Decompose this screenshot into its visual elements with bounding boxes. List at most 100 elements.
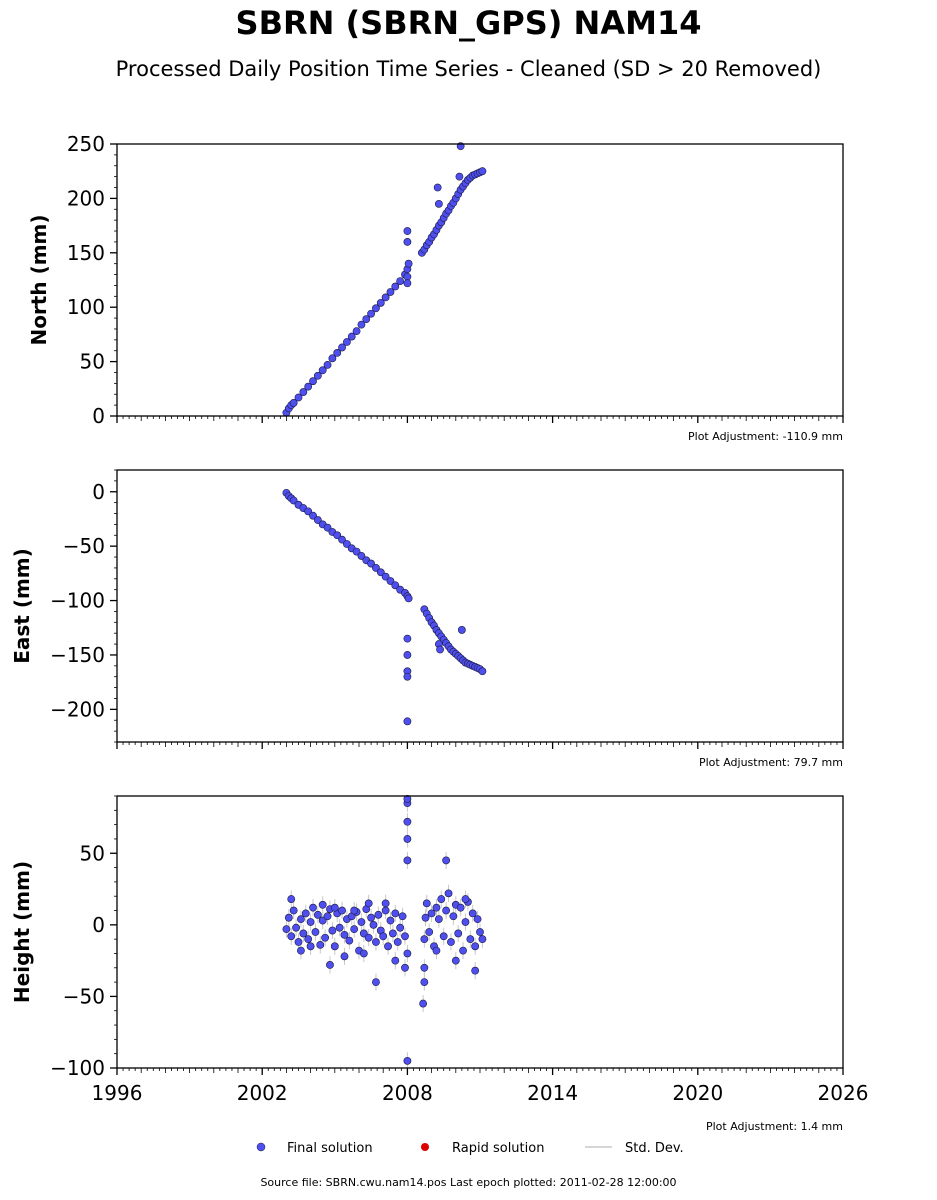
data-point — [404, 594, 413, 603]
x-tick-label: 1996 — [92, 1081, 143, 1105]
y-tick-label: 150 — [67, 241, 105, 265]
data-point — [362, 315, 371, 324]
data-point — [323, 912, 332, 921]
data-point — [391, 581, 400, 590]
data-point — [473, 915, 482, 924]
chart-title: SBRN (SBRN_GPS) NAM14 — [235, 4, 702, 42]
data-point — [326, 961, 334, 969]
east-stddev-bars — [285, 489, 483, 725]
data-point — [350, 906, 359, 915]
y-tick-label: −100 — [50, 589, 105, 613]
data-point — [282, 925, 291, 934]
data-point — [338, 906, 346, 915]
y-tick-label: −150 — [50, 643, 105, 667]
legend: Final solution Rapid solution Std. Dev. — [256, 1141, 684, 1156]
data-point — [367, 559, 375, 568]
data-point — [420, 978, 429, 987]
data-point — [284, 913, 293, 922]
data-point — [421, 913, 430, 922]
data-point — [313, 910, 322, 919]
data-point — [459, 946, 467, 955]
data-point — [451, 956, 460, 965]
data-point — [478, 167, 487, 176]
data-point — [403, 227, 412, 235]
data-point — [437, 895, 446, 903]
height-panel: 1996 2002 2008 2014 2020 2026 50 0 −50 −100 Heigh… — [10, 794, 869, 1133]
data-point — [311, 928, 320, 936]
data-point — [457, 626, 466, 634]
data-point — [433, 183, 442, 192]
data-point — [442, 906, 451, 915]
data-point — [359, 949, 368, 958]
data-point — [289, 399, 298, 407]
y-tick-label: 0 — [92, 913, 105, 937]
x-tick-label: 2020 — [672, 1081, 723, 1105]
height-ticks: 1996 2002 2008 2014 2020 2026 50 0 −50 −100 — [50, 795, 869, 1105]
data-point — [338, 535, 346, 544]
x-tick-label: 2014 — [527, 1081, 578, 1105]
data-point — [294, 938, 303, 946]
data-point — [352, 327, 361, 336]
data-point — [468, 909, 477, 918]
data-point — [379, 932, 388, 941]
y-tick-label: 0 — [92, 480, 105, 504]
data-point — [340, 952, 349, 961]
data-point — [386, 916, 395, 925]
data-point — [376, 298, 385, 307]
x-tick-label: 2002 — [237, 1081, 288, 1105]
data-point — [372, 564, 380, 572]
data-point — [323, 523, 332, 532]
data-point — [427, 909, 436, 918]
data-point — [304, 507, 313, 516]
data-point — [318, 366, 327, 375]
data-point — [403, 856, 412, 865]
data-point — [323, 360, 332, 369]
height-plot-frame — [116, 795, 844, 1069]
y-tick-label: 50 — [80, 841, 105, 865]
data-point — [466, 935, 475, 944]
data-point — [454, 929, 463, 938]
east-data-points — [282, 488, 487, 726]
data-point — [367, 913, 375, 922]
data-point — [306, 942, 315, 951]
data-point — [328, 354, 337, 363]
north-y-axis-label: North (mm) — [27, 214, 51, 345]
data-point — [357, 320, 366, 329]
x-tick-label: 2026 — [818, 1081, 869, 1105]
data-point — [333, 531, 342, 540]
data-point — [471, 942, 480, 951]
data-point — [461, 895, 470, 903]
legend-rapid-label: Rapid solution — [452, 1141, 544, 1156]
data-point — [374, 910, 383, 919]
data-point — [289, 496, 298, 505]
data-point — [386, 288, 395, 296]
data-point — [403, 651, 412, 659]
data-point — [439, 932, 448, 941]
y-tick-label: 100 — [67, 295, 105, 319]
data-point — [372, 978, 380, 987]
data-point — [403, 634, 412, 643]
data-point — [359, 929, 368, 938]
data-point — [403, 272, 412, 281]
data-point — [434, 915, 443, 924]
data-point — [318, 900, 327, 909]
data-point — [287, 895, 296, 903]
data-point — [425, 928, 434, 936]
north-plot-frame — [116, 143, 844, 417]
legend-final-label: Final solution — [287, 1141, 373, 1156]
data-point — [350, 925, 359, 934]
data-point — [289, 906, 298, 915]
north-plot-adjustment: Plot Adjustment: -110.9 mm — [688, 430, 843, 443]
data-point — [309, 377, 317, 386]
data-point — [367, 309, 375, 318]
data-point — [376, 568, 385, 577]
data-point — [335, 923, 344, 932]
data-point — [357, 918, 366, 926]
data-point — [388, 929, 397, 938]
data-point — [342, 540, 351, 548]
data-point — [403, 835, 412, 843]
data-point — [309, 511, 317, 520]
east-plot-adjustment: Plot Adjustment: 79.7 mm — [699, 756, 843, 769]
